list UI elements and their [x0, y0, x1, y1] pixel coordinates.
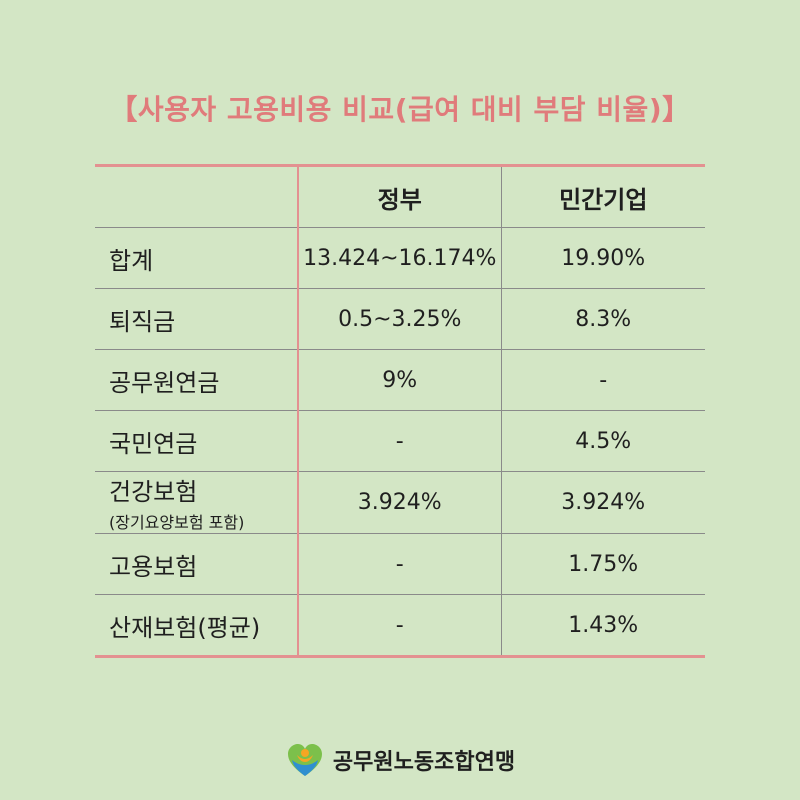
private-value: 1.43%: [500, 594, 705, 658]
row-label: 건강보험 (장기요양보험 포함): [95, 471, 298, 534]
private-value: -: [500, 349, 705, 411]
row-label-text: 국민연금: [109, 429, 198, 458]
row-label-text: 공무원연금: [109, 368, 220, 397]
row-label: 국민연금: [95, 410, 298, 472]
header-government: 정부: [297, 164, 501, 228]
row-label-text: 고용보험: [109, 552, 198, 581]
table-row: 고용보험 - 1.75%: [95, 533, 705, 595]
row-label: 고용보험: [95, 533, 298, 595]
private-value: 4.5%: [500, 410, 705, 472]
private-value: 1.75%: [500, 533, 705, 595]
organization-name: 공무원노동조합연맹: [332, 750, 516, 775]
row-label-text: 건강보험: [109, 478, 198, 506]
header-private-company: 민간기업: [500, 164, 705, 228]
row-sub-label: (장기요양보험 포함): [109, 513, 245, 532]
row-label: 퇴직금: [95, 288, 298, 350]
table-row: 퇴직금 0.5~3.25% 8.3%: [95, 288, 705, 350]
gov-value: 0.5~3.25%: [297, 288, 501, 350]
gov-value: 3.924%: [297, 471, 501, 534]
row-label-text: 합계: [109, 246, 154, 275]
footer: 공무원노동조합연맹: [0, 740, 800, 780]
table-header-row: 정부 민간기업: [95, 164, 705, 228]
row-label: 공무원연금: [95, 349, 298, 411]
table-row: 합계 13.424~16.174% 19.90%: [95, 227, 705, 289]
row-label-text: 퇴직금: [109, 307, 176, 336]
gov-value: -: [297, 533, 501, 595]
table-row: 공무원연금 9% -: [95, 349, 705, 411]
row-label: 산재보험(평균): [95, 594, 298, 658]
private-value: 3.924%: [500, 471, 705, 534]
heart-hands-logo-icon: [287, 744, 322, 776]
table-row: 국민연금 - 4.5%: [95, 410, 705, 472]
row-label-text: 산재보험(평균): [109, 613, 261, 642]
table-row: 건강보험 (장기요양보험 포함) 3.924% 3.924%: [95, 471, 705, 534]
header-empty-cell: [95, 164, 298, 228]
page-title: 【사용자 고용비용 비교(급여 대비 부담 비율)】: [109, 93, 691, 126]
private-value: 19.90%: [500, 227, 705, 289]
gov-value: 13.424~16.174%: [297, 227, 501, 289]
comparison-table: 정부 민간기업 합계 13.424~16.174% 19.90% 퇴직금 0.5…: [95, 164, 705, 658]
table-row: 산재보험(평균) - 1.43%: [95, 594, 705, 658]
gov-value: -: [297, 410, 501, 472]
private-value: 8.3%: [500, 288, 705, 350]
row-label: 합계: [95, 227, 298, 289]
gov-value: 9%: [297, 349, 501, 411]
comparison-table-wrapper: 정부 민간기업 합계 13.424~16.174% 19.90% 퇴직금 0.5…: [95, 164, 705, 658]
gov-value: -: [297, 594, 501, 658]
